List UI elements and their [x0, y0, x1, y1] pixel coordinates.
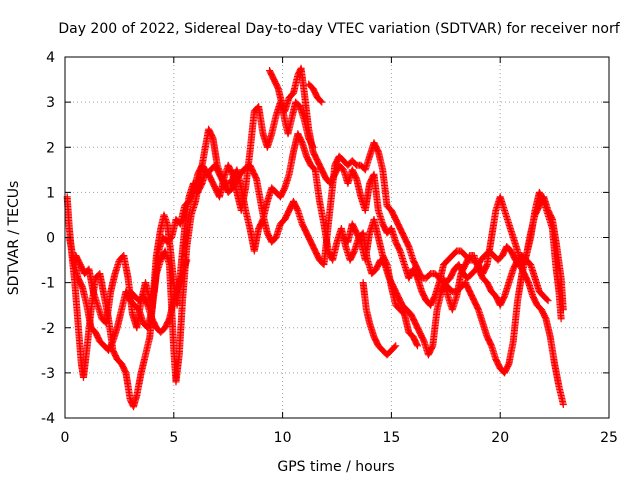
- x-tick-label: 25: [600, 430, 618, 446]
- y-tick-label: -2: [41, 321, 55, 337]
- y-tick-label: -3: [41, 366, 55, 382]
- y-tick-label: -1: [41, 276, 55, 292]
- x-tick-label: 10: [274, 430, 292, 446]
- data-point: [392, 342, 400, 350]
- data-point: [183, 256, 191, 264]
- chart-title: Day 200 of 2022, Sidereal Day-to-day VTE…: [58, 21, 620, 37]
- data-point: [557, 315, 565, 323]
- x-tick-label: 5: [169, 430, 178, 446]
- data-point-dense: [391, 343, 399, 351]
- y-tick-label: 2: [46, 140, 55, 156]
- x-tick-label: 20: [491, 430, 509, 446]
- y-axis-label: SDTVAR / TECUs: [6, 181, 22, 296]
- data-point: [544, 297, 552, 305]
- y-tick-label: 4: [46, 50, 55, 66]
- y-tick-label: -4: [41, 411, 55, 427]
- data-point: [309, 143, 317, 151]
- data-point: [559, 306, 567, 314]
- data-point-dense: [308, 142, 316, 150]
- data-point: [414, 342, 422, 350]
- data-point-dense: [413, 341, 421, 349]
- data-markers: [63, 64, 567, 411]
- x-tick-label: 15: [382, 430, 400, 446]
- data-point: [559, 400, 567, 408]
- data-point-dense: [543, 296, 551, 304]
- x-tick-label: 0: [61, 430, 70, 446]
- data-point-dense: [317, 97, 325, 105]
- y-tick-label: 1: [46, 185, 55, 201]
- data-point: [318, 98, 326, 106]
- y-tick-label: 0: [46, 231, 55, 247]
- y-tick-label: 3: [46, 95, 55, 111]
- x-axis-label: GPS time / hours: [277, 459, 394, 475]
